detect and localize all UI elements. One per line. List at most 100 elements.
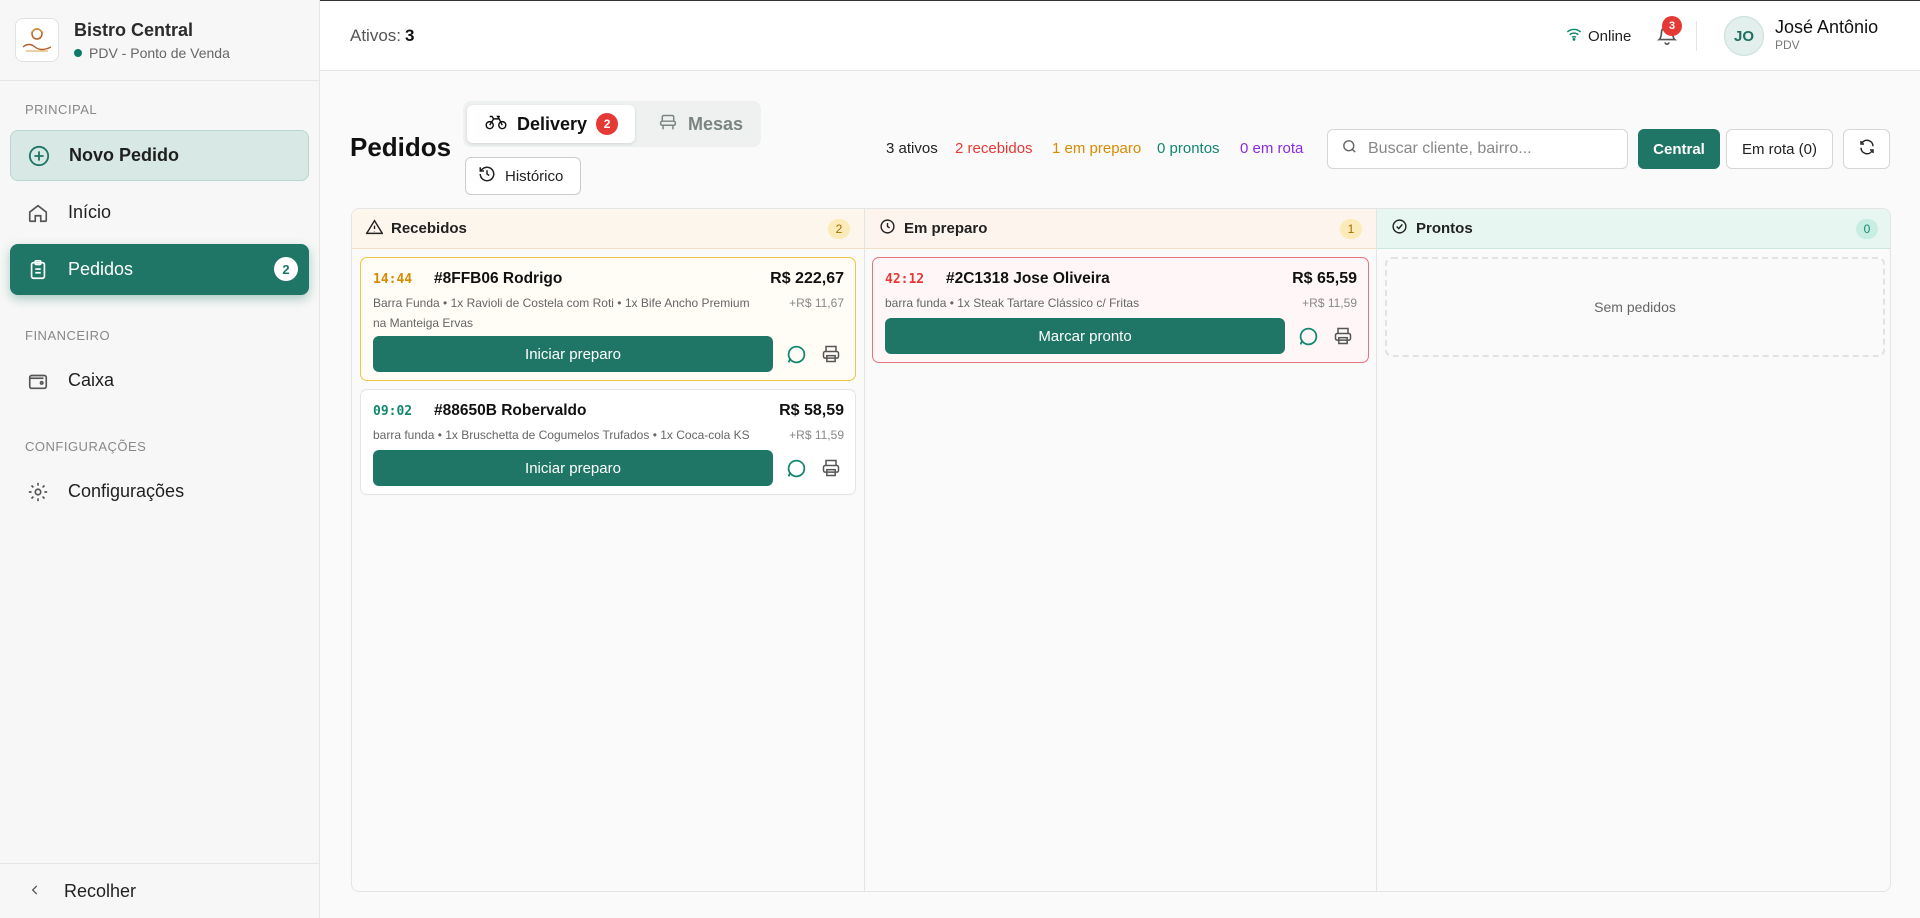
notifications-badge: 3 — [1662, 16, 1682, 36]
column-divider — [1376, 209, 1377, 891]
order-card[interactable]: 09:02 #88650B Robervaldo R$ 58,59 barra … — [360, 389, 856, 495]
collapse-label: Recolher — [64, 880, 137, 901]
gear-icon — [26, 480, 50, 504]
start-preparing-button[interactable]: Iniciar preparo — [373, 336, 773, 372]
search-input[interactable] — [1368, 140, 1618, 158]
user-name[interactable]: José Antônio — [1775, 17, 1879, 37]
sidebar-item-label: Configurações — [68, 481, 185, 501]
status-dot — [74, 48, 82, 57]
printer-icon[interactable] — [1331, 324, 1355, 348]
column-ready: Prontos 0 Sem pedidos — [1377, 209, 1890, 891]
column-count-badge: 2 — [828, 219, 850, 239]
delivery-count-badge: 2 — [596, 113, 619, 135]
delivery-fee: +R$ 11,59 — [1302, 296, 1357, 310]
empty-state: Sem pedidos — [1385, 257, 1885, 357]
divider — [1696, 21, 1697, 51]
home-icon — [26, 201, 50, 225]
stat-route: 0 em rota — [1240, 140, 1304, 157]
order-total: R$ 65,59 — [1292, 270, 1357, 287]
tab-delivery[interactable]: Delivery 2 — [467, 105, 635, 143]
sidebar: Bistro Central PDV - Ponto de Venda PRIN… — [0, 0, 320, 918]
order-total: R$ 58,59 — [779, 402, 844, 419]
sidebar-item-cash[interactable]: Caixa — [10, 355, 309, 406]
tab-tables[interactable]: Mesas — [648, 105, 758, 143]
column-header: Prontos 0 — [1377, 209, 1890, 249]
order-items: barra funda • 1x Bruschetta de Cogumelos… — [373, 428, 750, 442]
delivery-fee: +R$ 11,67 — [789, 296, 844, 310]
brand-subtitle: PDV - Ponto de Venda — [89, 44, 230, 61]
orders-board: Recebidos 2 14:44 #8FFB06 Rodrigo R$ 222… — [351, 208, 1891, 892]
bicycle-icon — [485, 113, 517, 136]
order-id: #88650B Robervaldo — [434, 402, 587, 419]
sidebar-item-orders[interactable]: Pedidos 2 — [10, 244, 309, 295]
avatar[interactable]: JO — [1724, 16, 1764, 56]
central-button[interactable]: Central — [1638, 129, 1720, 169]
message-icon[interactable] — [1296, 324, 1320, 348]
column-preparing: Em preparo 1 42:12 #2C1318 Jose Oliveira… — [865, 209, 1376, 891]
brand-header: Bistro Central PDV - Ponto de Venda — [0, 0, 319, 81]
new-order-label: Novo Pedido — [69, 145, 180, 165]
printer-icon[interactable] — [819, 342, 843, 366]
delivery-fee: +R$ 11,59 — [789, 428, 844, 442]
order-items: barra funda • 1x Steak Tartare Clássico … — [885, 296, 1140, 310]
page-title: Pedidos — [350, 132, 452, 162]
column-received: Recebidos 2 14:44 #8FFB06 Rodrigo R$ 222… — [352, 209, 864, 891]
order-timer: 09:02 — [373, 404, 413, 419]
column-header: Recebidos 2 — [352, 209, 864, 249]
active-counter: Ativos: 3 — [350, 26, 415, 45]
order-type-tabs: Delivery 2 Mesas — [463, 101, 761, 147]
history-button[interactable]: Histórico — [465, 157, 581, 195]
refresh-icon — [1858, 138, 1876, 161]
stat-received: 2 recebidos — [955, 140, 1033, 157]
order-card[interactable]: 14:44 #8FFB06 Rodrigo R$ 222,67 Barra Fu… — [360, 257, 856, 381]
message-icon[interactable] — [784, 456, 808, 480]
stat-active: 3 ativos — [886, 140, 938, 157]
printer-icon[interactable] — [819, 456, 843, 480]
check-circle-icon — [1391, 218, 1416, 239]
sidebar-item-label: Caixa — [68, 370, 115, 390]
order-id: #8FFB06 Rodrigo — [434, 270, 563, 287]
order-timer: 14:44 — [373, 272, 413, 287]
user-role: PDV — [1775, 38, 1800, 52]
column-header: Em preparo 1 — [865, 209, 1376, 249]
stat-ready: 0 prontos — [1157, 140, 1220, 157]
mark-ready-button[interactable]: Marcar pronto — [885, 318, 1285, 354]
sidebar-item-home[interactable]: Início — [10, 187, 309, 238]
column-count-badge: 1 — [1340, 219, 1362, 239]
chair-icon — [658, 113, 688, 136]
en-route-button[interactable]: Em rota (0) — [1726, 129, 1833, 169]
orders-count-badge: 2 — [274, 257, 298, 281]
sidebar-item-settings[interactable]: Configurações — [10, 466, 309, 517]
stat-preparing: 1 em preparo — [1052, 140, 1142, 157]
chevron-left-icon — [28, 881, 42, 902]
start-preparing-button[interactable]: Iniciar preparo — [373, 450, 773, 486]
section-config: CONFIGURAÇÕES — [25, 439, 147, 454]
sidebar-item-label: Pedidos — [68, 259, 134, 279]
sidebar-item-label: Início — [68, 202, 112, 222]
message-icon[interactable] — [784, 342, 808, 366]
active-count: 3 — [405, 26, 415, 45]
wifi-icon — [1566, 27, 1588, 45]
connection-status: Online — [1566, 27, 1631, 45]
bell-icon — [1656, 26, 1678, 51]
order-timer: 42:12 — [885, 272, 925, 287]
clipboard-icon — [26, 258, 50, 282]
column-count-badge: 0 — [1856, 219, 1878, 239]
clock-icon — [879, 218, 904, 239]
collapse-sidebar-button[interactable]: Recolher — [0, 863, 320, 918]
order-items: Barra Funda • 1x Ravioli de Costela com … — [373, 296, 750, 330]
search-box — [1327, 129, 1628, 169]
section-financeiro: FINANCEIRO — [25, 328, 111, 343]
history-icon — [478, 165, 505, 187]
order-card[interactable]: 42:12 #2C1318 Jose Oliveira R$ 65,59 bar… — [872, 257, 1369, 363]
wallet-icon — [26, 369, 50, 393]
column-divider — [864, 209, 865, 891]
top-bar: Ativos: 3 Online 3 JO José Antônio PDV — [320, 0, 1920, 71]
warning-icon — [365, 218, 391, 239]
search-icon — [1341, 138, 1358, 160]
brand-logo — [15, 18, 59, 62]
section-principal: PRINCIPAL — [25, 102, 98, 117]
order-id: #2C1318 Jose Oliveira — [946, 270, 1110, 287]
new-order-button[interactable]: Novo Pedido — [10, 130, 309, 181]
refresh-button[interactable] — [1843, 129, 1890, 169]
